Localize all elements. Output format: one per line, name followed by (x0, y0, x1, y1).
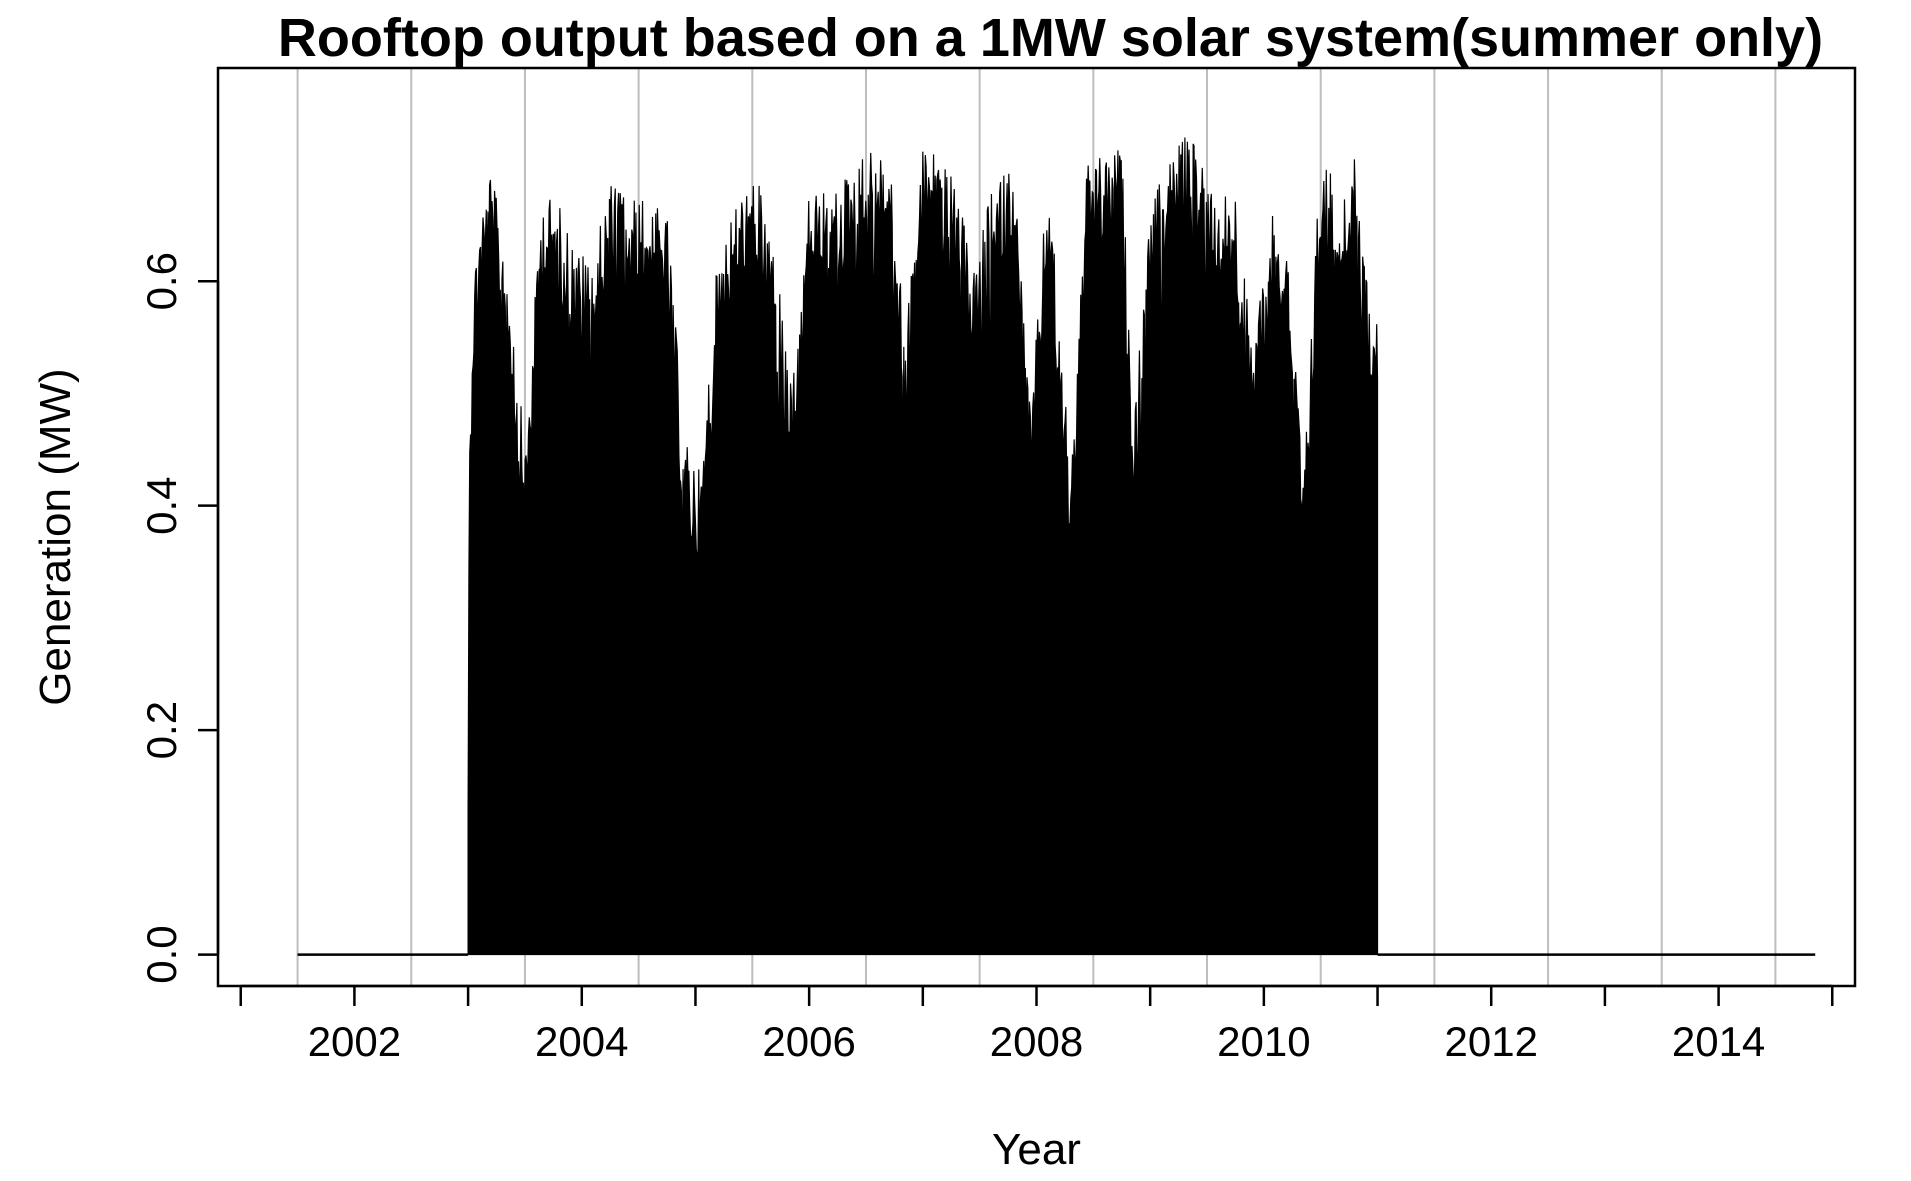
y-tick-label-0.2: 0.2 (138, 701, 185, 759)
y-tick-label-0.0: 0.0 (138, 925, 185, 983)
y-tick-label-0.4: 0.4 (138, 476, 185, 534)
x-tick-label-2006: 2006 (762, 1018, 855, 1065)
x-axis: 2002 2004 2006 2008 2010 2012 2014 (239, 984, 1834, 1065)
chart-title: Rooftop output based on a 1MW solar syst… (278, 8, 1823, 68)
x-tick-label-2010: 2010 (1217, 1018, 1310, 1065)
generation-area (467, 137, 1379, 956)
y-tick-label-0.6: 0.6 (138, 252, 185, 310)
x-tick-label-2004: 2004 (535, 1018, 628, 1065)
x-tick-label-2014: 2014 (1672, 1018, 1765, 1065)
x-tick-label-2008: 2008 (990, 1018, 1083, 1065)
generation-series (297, 137, 1816, 956)
x-axis-label: Year (992, 1125, 1081, 1174)
x-tick-label-2002: 2002 (308, 1018, 401, 1065)
y-axis: 0.0 0.2 0.4 0.6 (138, 252, 220, 984)
x-tick-label-2012: 2012 (1445, 1018, 1538, 1065)
y-axis-label: Generation (MW) (31, 368, 80, 705)
